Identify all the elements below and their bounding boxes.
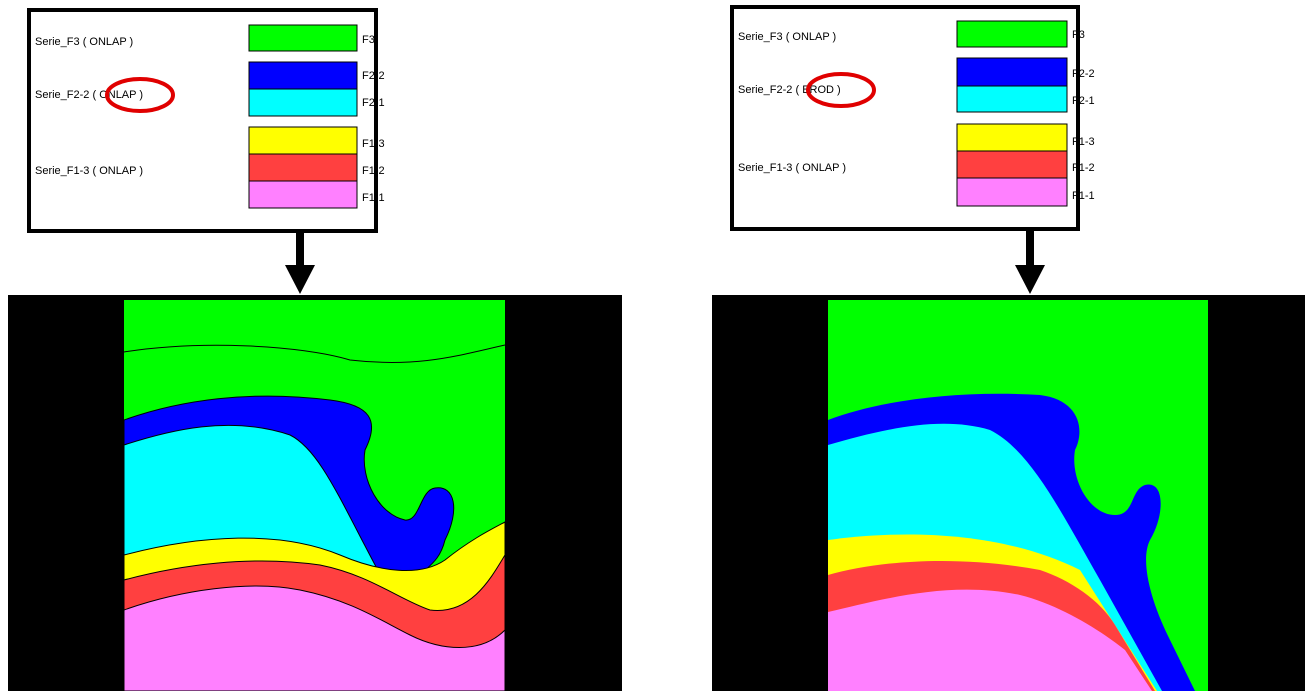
section	[8, 295, 622, 691]
layer-label: F1-3	[362, 138, 385, 150]
series-label: Serie_F1-3 ( ONLAP )	[35, 165, 143, 177]
layer-label: F2-2	[362, 70, 385, 82]
layer-label: F1-3	[1072, 136, 1095, 148]
layer-label: F1-1	[1072, 190, 1095, 202]
layer-label: F2-2	[1072, 68, 1095, 80]
layer-label: F1-2	[1072, 162, 1095, 174]
series-label: Serie_F2-2 ( ONLAP )	[35, 89, 143, 101]
arrow	[285, 233, 315, 294]
layer-label: F1-1	[362, 192, 385, 204]
layer-label: F3	[362, 34, 375, 46]
series-label: Serie_F2-2 ( EROD )	[738, 84, 841, 96]
series-label: Serie_F3 ( ONLAP )	[738, 31, 836, 43]
arrow	[1015, 231, 1045, 294]
layer-label: F2-1	[1072, 95, 1095, 107]
figure: Serie_F3 ( ONLAP ) Serie_F2-2 ( ONLAP ) …	[0, 0, 1305, 691]
series-label: Serie_F3 ( ONLAP )	[35, 36, 133, 48]
section	[712, 295, 1305, 691]
layer-label: F2-1	[362, 97, 385, 109]
layer-label: F1-2	[362, 165, 385, 177]
layer-label: F3	[1072, 29, 1085, 41]
series-label: Serie_F1-3 ( ONLAP )	[738, 162, 846, 174]
